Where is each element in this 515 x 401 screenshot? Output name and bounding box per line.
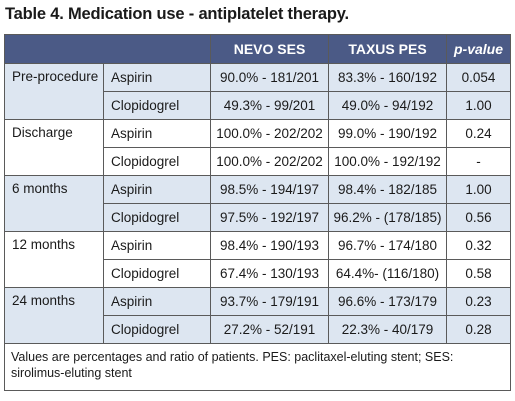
- taxus-pes-value: 99.0% - 190/192: [328, 119, 447, 148]
- table-row: 6 months Aspirin 98.5% - 194/197 98.4% - 18…: [4, 175, 511, 232]
- p-value: 1.00: [446, 91, 511, 120]
- timepoint-label: Discharge: [4, 119, 104, 176]
- drug-name: Aspirin: [103, 175, 211, 204]
- nevo-ses-value: 49.3% - 99/201: [210, 91, 329, 120]
- taxus-pes-value: 64.4%- (116/180): [328, 259, 447, 288]
- table-row: Clopidogrel 49.3% - 99/201 49.0% - 94/192 1…: [5, 91, 511, 120]
- nevo-ses-value: 100.0% - 202/202: [210, 119, 329, 148]
- timepoint-label: 6 months: [4, 175, 104, 232]
- table-group: 6 months Aspirin 98.5% - 194/197 98.4% - 18…: [4, 175, 511, 232]
- header-nevo-ses: NEVO SES: [210, 34, 329, 64]
- p-value: -: [446, 147, 511, 176]
- nevo-ses-value: 67.4% - 130/193: [210, 259, 329, 288]
- drug-name: Aspirin: [103, 63, 211, 92]
- table-group: Pre-procedure Aspirin 90.0% - 181/201 83.3%…: [4, 63, 511, 120]
- p-value: 0.28: [446, 315, 511, 344]
- taxus-pes-value: 96.6% - 173/179: [328, 287, 447, 316]
- nevo-ses-value: 98.4% - 190/193: [210, 231, 329, 260]
- drug-name: Aspirin: [103, 119, 211, 148]
- timepoint-label: 24 months: [4, 287, 104, 344]
- taxus-pes-value: 22.3% - 40/179: [328, 315, 447, 344]
- footnote: Values are percentages and ratio of pati…: [4, 343, 511, 391]
- header-taxus-pes: TAXUS PES: [328, 34, 447, 64]
- taxus-pes-value: 100.0% - 192/192: [328, 147, 447, 176]
- table-row: Clopidogrel 27.2% - 52/191 22.3% - 40/179 0…: [5, 315, 511, 344]
- drug-name: Clopidogrel: [103, 203, 211, 232]
- footnote-row: Values are percentages and ratio of pati…: [4, 343, 511, 391]
- drug-name: Clopidogrel: [103, 259, 211, 288]
- table-row: Pre-procedure Aspirin 90.0% - 181/201 83.3%…: [4, 63, 511, 120]
- p-value: 1.00: [446, 175, 511, 204]
- medication-table: NEVO SES TAXUS PES p-value Pre-procedure…: [4, 34, 511, 391]
- taxus-pes-value: 98.4% - 182/185: [328, 175, 447, 204]
- table-row: 24 months Aspirin 93.7% - 179/191 96.6% - 1…: [4, 287, 511, 344]
- p-value: 0.23: [446, 287, 511, 316]
- table-group: 24 months Aspirin 93.7% - 179/191 96.6% - 1…: [4, 287, 511, 344]
- table-group: 12 months Aspirin 98.4% - 190/193 96.7% - 1…: [4, 231, 511, 288]
- drug-name: Aspirin: [103, 231, 211, 260]
- nevo-ses-value: 100.0% - 202/202: [210, 147, 329, 176]
- taxus-pes-value: 96.7% - 174/180: [328, 231, 447, 260]
- taxus-pes-value: 49.0% - 94/192: [328, 91, 447, 120]
- drug-name: Clopidogrel: [103, 315, 211, 344]
- drug-name: Clopidogrel: [103, 147, 211, 176]
- p-value: 0.56: [446, 203, 511, 232]
- header-p-value: p-value: [446, 34, 511, 64]
- nevo-ses-value: 98.5% - 194/197: [210, 175, 329, 204]
- timepoint-label: 12 months: [4, 231, 104, 288]
- p-value: 0.054: [446, 63, 511, 92]
- header-p-value-label: p-value: [453, 41, 503, 57]
- nevo-ses-value: 90.0% - 181/201: [210, 63, 329, 92]
- table-row: 12 months Aspirin 98.4% - 190/193 96.7% - 1…: [4, 231, 511, 288]
- nevo-ses-value: 93.7% - 179/191: [210, 287, 329, 316]
- taxus-pes-value: 83.3% - 160/192: [328, 63, 447, 92]
- drug-name: Aspirin: [103, 287, 211, 316]
- header-row: NEVO SES TAXUS PES p-value: [4, 34, 511, 64]
- timepoint-label: Pre-procedure: [4, 63, 104, 120]
- p-value: 0.24: [446, 119, 511, 148]
- table-group: Discharge Aspirin 100.0% - 202/202 99.0% - …: [4, 119, 511, 176]
- table-title: Table 4. Medication use - antiplatelet t…: [5, 5, 349, 23]
- taxus-pes-value: 96.2% - (178/185): [328, 203, 447, 232]
- table-row: Discharge Aspirin 100.0% - 202/202 99.0% - …: [4, 119, 511, 176]
- table-row: Clopidogrel 100.0% - 202/202 100.0% - 192/…: [5, 147, 511, 176]
- nevo-ses-value: 27.2% - 52/191: [210, 315, 329, 344]
- drug-name: Clopidogrel: [103, 91, 211, 120]
- p-value: 0.58: [446, 259, 511, 288]
- p-value: 0.32: [446, 231, 511, 260]
- nevo-ses-value: 97.5% - 192/197: [210, 203, 329, 232]
- header-blank-cell: [4, 34, 211, 64]
